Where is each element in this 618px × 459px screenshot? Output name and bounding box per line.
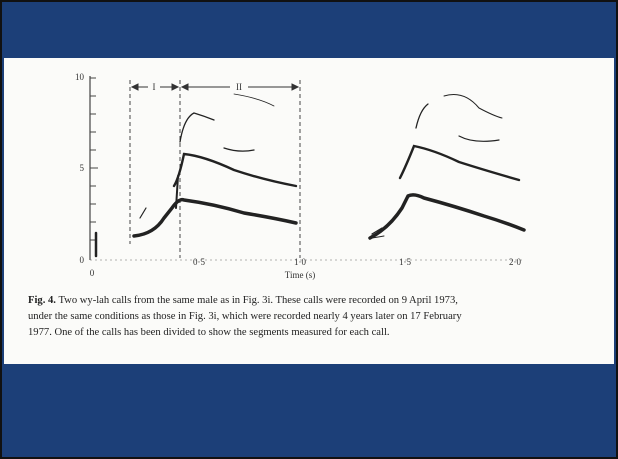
spectrogram-traces [94, 93, 526, 258]
x-tick-label: 0·5 [193, 257, 205, 267]
y-tick-label: 0 [80, 255, 85, 265]
x-tick-label: 0 [90, 268, 95, 278]
x-tick-label: 1·5 [399, 257, 411, 267]
caption-text: Two wy-lah calls from the same male as i… [58, 295, 457, 306]
caption-line: Fig. 4. Two wy-lah calls from the same m… [28, 295, 458, 306]
segment-arrows [130, 83, 300, 91]
y-tick-label: 5 [80, 163, 85, 173]
segment-label: I [153, 82, 156, 92]
caption-label: Fig. 4. [28, 295, 56, 306]
segment-label: II [236, 82, 242, 92]
segment-dividers [129, 80, 301, 258]
x-tick-label: 1·0 [294, 257, 306, 267]
y-tick-label: 10 [75, 72, 85, 82]
slide-content: 10 5 0 0 0·5 1·0 1·5 2·0 Time (s) I II [4, 58, 614, 364]
caption-line: under the same conditions as those in Fi… [28, 311, 462, 322]
x-tick-label: 2·0 [509, 257, 521, 267]
y-minor-ticks [90, 77, 98, 241]
caption-line: 1977. One of the calls has been divided … [28, 327, 390, 338]
figure: 10 5 0 0 0·5 1·0 1·5 2·0 Time (s) I II [28, 72, 526, 338]
x-axis-title: Time (s) [285, 270, 315, 280]
